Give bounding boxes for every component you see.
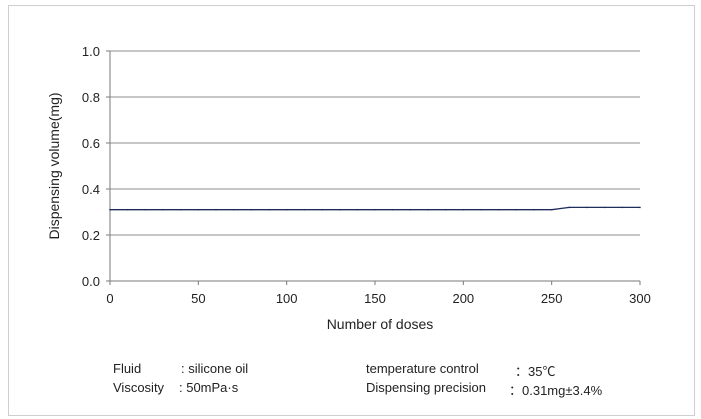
- data-point: [515, 208, 518, 211]
- fluid-value: : silicone oil: [181, 361, 249, 376]
- x-axis-title: Number of doses: [327, 316, 434, 332]
- data-point: [126, 208, 129, 211]
- x-tick-label: 150: [364, 291, 386, 306]
- data-point: [391, 208, 394, 211]
- data-point: [497, 208, 500, 211]
- data-point: [427, 208, 429, 211]
- y-tick-label: 0.8: [82, 90, 100, 105]
- x-tick-label: 250: [541, 291, 563, 306]
- x-tick-label: 300: [629, 291, 651, 306]
- data-point: [480, 208, 482, 211]
- data-point: [321, 208, 323, 211]
- data-point: [215, 208, 217, 211]
- chart-frame: [8, 5, 695, 416]
- data-point: [356, 208, 359, 211]
- data-point: [586, 206, 588, 209]
- data-point: [409, 208, 412, 211]
- y-tick-label: 1.0: [82, 44, 100, 59]
- x-tick-label: 200: [452, 291, 474, 306]
- temperature-label: temperature control: [366, 361, 479, 376]
- data-point: [179, 208, 182, 211]
- precision-value: ：0.31mg±3.4%: [509, 383, 603, 398]
- data-point: [603, 206, 606, 209]
- temperature-value: ：35℃: [515, 364, 556, 379]
- y-tick-label: 0.2: [82, 228, 100, 243]
- data-point: [550, 208, 553, 211]
- data-point: [268, 208, 270, 211]
- data-point: [250, 208, 253, 211]
- data-point: [374, 208, 376, 211]
- viscosity-label: Viscosity: [113, 380, 165, 395]
- data-point: [568, 206, 571, 209]
- data-point: [232, 208, 235, 211]
- data-point: [162, 208, 164, 211]
- x-tick-label: 100: [276, 291, 298, 306]
- data-point: [303, 208, 306, 211]
- data-point: [109, 208, 111, 211]
- data-point: [533, 208, 535, 211]
- viscosity-value: : 50mPa·s: [179, 380, 239, 395]
- x-tick-label: 0: [106, 291, 113, 306]
- y-tick-label: 0.0: [82, 274, 100, 289]
- y-tick-label: 0.4: [82, 182, 100, 197]
- data-point: [444, 208, 447, 211]
- y-axis-title: Dispensing volume(mg): [46, 92, 62, 239]
- data-point: [144, 208, 147, 211]
- x-tick-label: 50: [191, 291, 205, 306]
- y-tick-label: 0.6: [82, 136, 100, 151]
- fluid-label: Fluid: [113, 361, 142, 376]
- data-point: [197, 208, 200, 211]
- data-point: [285, 208, 288, 211]
- data-point: [621, 206, 624, 209]
- data-point: [639, 206, 641, 209]
- data-point: [338, 208, 341, 211]
- data-point: [462, 208, 465, 211]
- precision-label: Dispensing precision: [366, 380, 486, 395]
